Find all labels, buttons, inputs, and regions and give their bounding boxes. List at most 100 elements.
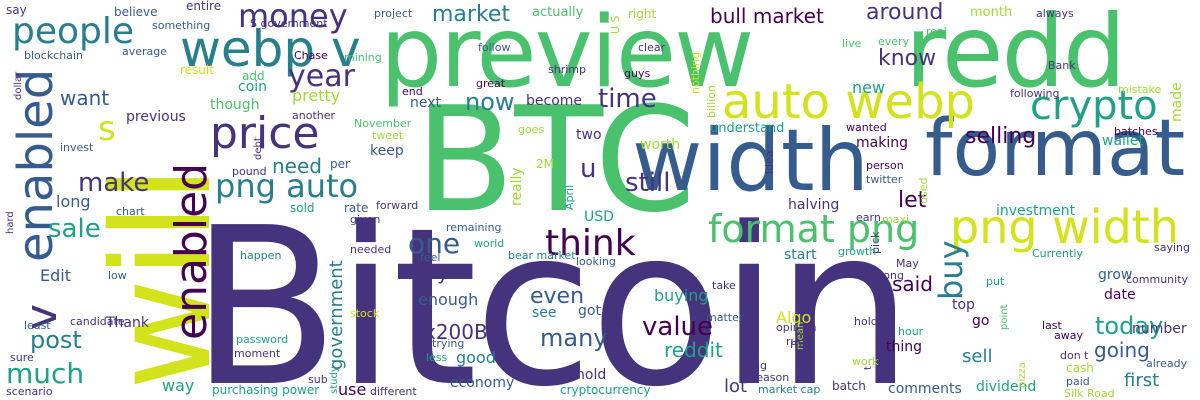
cloud-word: auto webp: [722, 74, 976, 130]
cloud-word: date: [1104, 287, 1136, 303]
cloud-word: actually: [532, 5, 584, 20]
cloud-word: see: [532, 305, 557, 321]
cloud-word: halving: [788, 197, 840, 213]
cloud-word: purchasing power: [212, 383, 320, 397]
cloud-word: wanted: [846, 121, 887, 134]
cloud-word: hard: [5, 211, 16, 234]
cloud-word: nothing: [689, 52, 702, 94]
cloud-word: billion: [705, 85, 718, 118]
cloud-word: work: [852, 355, 879, 368]
cloud-word: format png: [708, 207, 920, 251]
cloud-word: understand: [710, 121, 785, 136]
cloud-word: end: [402, 85, 423, 98]
cloud-word: away: [1054, 329, 1083, 342]
cloud-word: feel: [420, 251, 441, 264]
cloud-word: trying: [432, 337, 465, 350]
cloud-word: money: [238, 0, 348, 35]
cloud-word: forward: [376, 199, 419, 212]
cloud-word: market cap: [758, 383, 821, 396]
cloud-word: png auto: [215, 167, 359, 205]
cloud-word: next: [410, 95, 442, 111]
cloud-word: s: [98, 109, 116, 149]
cloud-word: m: [790, 337, 802, 351]
cloud-word: study: [329, 366, 340, 394]
cloud-word: BTC: [415, 76, 696, 245]
cloud-word: matter: [706, 311, 744, 324]
cloud-word: put: [986, 275, 1005, 288]
cloud-word: community: [1126, 273, 1189, 286]
cloud-word: number: [1132, 321, 1187, 337]
cloud-word: government: [326, 260, 347, 370]
cloud-word: U S: [609, 15, 622, 34]
cloud-word: don t: [1060, 349, 1089, 362]
cloud-word: today: [1095, 312, 1164, 340]
cloud-word: April: [563, 184, 576, 210]
cloud-word: keep: [370, 143, 404, 159]
cloud-word: less: [426, 351, 448, 364]
cloud-word: debt: [253, 137, 264, 160]
cloud-word: png width: [950, 200, 1179, 254]
cloud-word: holding: [854, 315, 895, 328]
cloud-word: Edit: [40, 266, 71, 285]
cloud-word: way: [162, 376, 195, 395]
cloud-word: tweet: [372, 129, 404, 142]
cloud-word: idea: [763, 150, 776, 174]
cloud-word: great: [476, 77, 506, 90]
cloud-word: hold: [576, 367, 607, 383]
cloud-word: needed: [350, 243, 392, 256]
cloud-word: Chase: [294, 49, 328, 62]
cloud-word: want: [60, 86, 110, 110]
cloud-word: format: [925, 104, 1186, 194]
cloud-word: become: [526, 93, 583, 109]
cloud-word: pizza: [1017, 362, 1028, 388]
cloud-word: post: [30, 326, 82, 354]
cloud-word: worth: [640, 137, 681, 153]
cloud-word: always: [1036, 7, 1074, 20]
cloud-word: really: [509, 167, 525, 206]
cloud-word: given: [350, 213, 381, 226]
cloud-word: u: [580, 154, 597, 184]
cloud-word: maxi: [882, 213, 910, 226]
cloud-word: wrong: [870, 269, 904, 282]
cloud-word: USD: [584, 209, 614, 225]
cloud-word: around: [866, 0, 944, 25]
cloud-word: first: [1124, 370, 1160, 391]
cloud-word: saying: [1154, 241, 1190, 254]
cloud-word: least: [24, 319, 51, 332]
cloud-word: low: [108, 269, 127, 282]
cloud-word: enabled: [166, 162, 217, 340]
cloud-word: stock: [350, 307, 380, 320]
cloud-word: clear: [638, 41, 666, 54]
cloud-word: S government: [250, 17, 328, 30]
cloud-word: real: [926, 25, 947, 38]
cloud-word: 2M: [536, 157, 554, 171]
cloud-word: t: [863, 366, 874, 370]
cloud-word: something: [152, 19, 211, 32]
cloud-word: pretty: [292, 86, 341, 105]
cloud-word: another: [292, 109, 336, 122]
cloud-word: grow: [1098, 267, 1133, 283]
cloud-word: x200B: [424, 320, 488, 344]
cloud-word: following: [1010, 87, 1060, 100]
cloud-word: looking: [576, 255, 616, 268]
cloud-word: May: [896, 257, 919, 270]
cloud-word: Thank: [106, 315, 149, 331]
cloud-word: opinion: [776, 321, 817, 334]
cloud-word: price: [210, 108, 320, 159]
cloud-word: top: [952, 297, 975, 313]
cloud-word: let: [898, 188, 927, 213]
cloud-word: investment: [996, 203, 1076, 219]
cloud-word: invest: [60, 141, 94, 154]
cloud-word: buying: [654, 286, 709, 305]
cloud-word: point: [999, 304, 1010, 330]
cloud-word: going: [1094, 338, 1150, 362]
cloud-word: Algo: [776, 308, 812, 327]
cloud-word: need: [272, 154, 322, 178]
cloud-word: every: [878, 35, 910, 48]
cloud-word: cash: [1066, 361, 1094, 375]
cloud-word: enough: [418, 290, 479, 309]
cloud-word: redd: [905, 0, 1126, 110]
cloud-word: think: [545, 223, 636, 264]
cloud-word: average: [122, 45, 168, 58]
cloud-word: go: [972, 313, 990, 329]
